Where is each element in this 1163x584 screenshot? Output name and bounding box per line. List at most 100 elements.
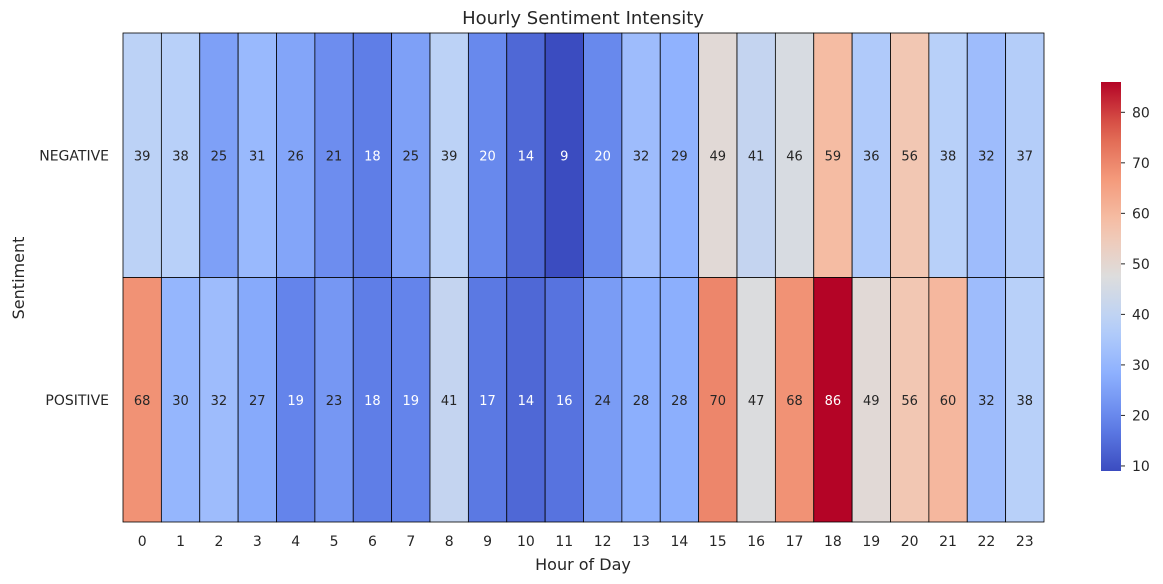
y-tick-label: NEGATIVE bbox=[39, 148, 109, 164]
x-tick-label: 7 bbox=[406, 534, 415, 550]
heatmap-cell bbox=[583, 277, 623, 523]
cell-value-label: 21 bbox=[326, 149, 343, 164]
cell-value-label: 28 bbox=[671, 394, 688, 409]
cell-value-label: 46 bbox=[786, 149, 803, 164]
colorbar bbox=[1101, 82, 1121, 471]
cell-value-label: 29 bbox=[671, 149, 688, 164]
cell-value-label: 32 bbox=[978, 394, 995, 409]
heatmap-cell bbox=[736, 32, 776, 278]
x-axis-label: Hour of Day bbox=[535, 555, 631, 574]
colorbar-tick-label: 40 bbox=[1132, 307, 1150, 323]
heatmap-cell bbox=[966, 32, 1007, 278]
chart-title: Hourly Sentiment Intensity bbox=[462, 8, 704, 29]
cell-value-label: 26 bbox=[287, 149, 304, 164]
cell-value-label: 70 bbox=[710, 394, 727, 409]
x-tick-label: 19 bbox=[862, 534, 880, 550]
heatmap-cell bbox=[467, 277, 508, 523]
cell-value-label: 32 bbox=[633, 149, 650, 164]
heatmap-cell bbox=[928, 277, 968, 523]
heatmap-cell bbox=[813, 32, 853, 278]
cell-value-label: 49 bbox=[710, 149, 727, 164]
colorbar-tick-label: 80 bbox=[1132, 105, 1150, 121]
cell-value-label: 47 bbox=[748, 394, 765, 409]
cell-value-label: 9 bbox=[560, 149, 568, 164]
cell-value-label: 20 bbox=[479, 149, 496, 164]
cell-value-label: 60 bbox=[940, 394, 957, 409]
x-tick-label: 23 bbox=[1016, 534, 1034, 550]
cell-value-label: 28 bbox=[633, 394, 650, 409]
heatmap-cell bbox=[199, 32, 239, 278]
colorbar-ticks: 10 20 30 40 50 60 70 80 bbox=[1121, 105, 1150, 475]
x-tick-label: 10 bbox=[517, 534, 535, 550]
x-tick-label: 4 bbox=[291, 534, 300, 550]
heatmap-cell bbox=[774, 32, 815, 278]
colorbar-tick-label: 10 bbox=[1132, 459, 1150, 475]
heatmap-cells: 39 38 25 31 26 21 18 25 39 20 14 9 20 32 29 49 41 46 59 36 5… bbox=[122, 32, 1045, 523]
x-tick-label: 20 bbox=[901, 534, 919, 550]
x-tick-label: 8 bbox=[445, 534, 454, 550]
heatmap-cell bbox=[199, 277, 239, 523]
heatmap-cell bbox=[890, 32, 930, 278]
cell-value-label: 56 bbox=[901, 149, 918, 164]
heatmap-cell bbox=[698, 277, 738, 523]
x-tick-label: 13 bbox=[632, 534, 650, 550]
y-tick-labels: NEGATIVE POSITIVE bbox=[39, 148, 109, 409]
cell-value-label: 86 bbox=[825, 394, 842, 409]
heatmap-cell bbox=[276, 277, 316, 523]
heatmap-cell bbox=[237, 32, 277, 278]
heatmap-cell bbox=[467, 32, 508, 278]
cell-value-label: 59 bbox=[825, 149, 842, 164]
colorbar-tick-label: 50 bbox=[1132, 257, 1150, 273]
heatmap-cell bbox=[160, 32, 201, 278]
heatmap-cell bbox=[966, 277, 1007, 523]
heatmap-cell bbox=[698, 32, 738, 278]
heatmap-cell bbox=[851, 32, 891, 278]
cell-value-label: 49 bbox=[863, 394, 880, 409]
cell-value-label: 17 bbox=[479, 394, 496, 409]
cell-value-label: 20 bbox=[594, 149, 611, 164]
cell-value-label: 18 bbox=[364, 394, 381, 409]
cell-value-label: 23 bbox=[326, 394, 343, 409]
y-tick-label: POSITIVE bbox=[45, 393, 109, 409]
x-tick-label: 12 bbox=[594, 534, 612, 550]
colorbar-tick-label: 30 bbox=[1132, 358, 1150, 374]
cell-value-label: 14 bbox=[518, 394, 535, 409]
cell-value-label: 38 bbox=[940, 149, 957, 164]
heatmap-cell bbox=[544, 32, 584, 278]
cell-value-label: 38 bbox=[172, 149, 189, 164]
cell-value-label: 41 bbox=[748, 149, 765, 164]
colorbar-tick-label: 60 bbox=[1132, 206, 1150, 222]
cell-value-label: 32 bbox=[978, 149, 995, 164]
heatmap-cell bbox=[391, 32, 431, 278]
cell-value-label: 68 bbox=[786, 394, 803, 409]
x-tick-label: 6 bbox=[368, 534, 377, 550]
colorbar-tick-label: 20 bbox=[1132, 408, 1150, 424]
heatmap-cell bbox=[890, 277, 930, 523]
x-tick-label: 15 bbox=[709, 534, 727, 550]
heatmap-cell bbox=[621, 32, 661, 278]
x-tick-label: 11 bbox=[555, 534, 573, 550]
heatmap-cell bbox=[1005, 277, 1045, 523]
x-tick-label: 17 bbox=[786, 534, 804, 550]
heatmap-cell bbox=[928, 32, 968, 278]
x-tick-label: 9 bbox=[483, 534, 492, 550]
heatmap-cell bbox=[544, 277, 584, 523]
cell-value-label: 36 bbox=[863, 149, 880, 164]
x-tick-label: 5 bbox=[330, 534, 339, 550]
cell-value-label: 56 bbox=[901, 394, 918, 409]
heatmap-cell bbox=[237, 277, 277, 523]
cell-value-label: 38 bbox=[1017, 394, 1034, 409]
heatmap-cell bbox=[352, 277, 393, 523]
x-tick-labels: 0 1 2 3 4 5 6 7 8 9 10 11 12 13 14 15 16 17 18 19 20 21 22 23 bbox=[138, 534, 1034, 550]
heatmap-cell bbox=[774, 277, 815, 523]
cell-value-label: 25 bbox=[211, 149, 228, 164]
x-tick-label: 0 bbox=[138, 534, 147, 550]
cell-value-label: 68 bbox=[134, 394, 151, 409]
colorbar-tick-label: 70 bbox=[1132, 156, 1150, 172]
x-tick-label: 1 bbox=[176, 534, 185, 550]
cell-value-label: 19 bbox=[287, 394, 304, 409]
heatmap-cell bbox=[659, 277, 700, 523]
heatmap-cell bbox=[276, 32, 316, 278]
x-tick-label: 22 bbox=[978, 534, 996, 550]
